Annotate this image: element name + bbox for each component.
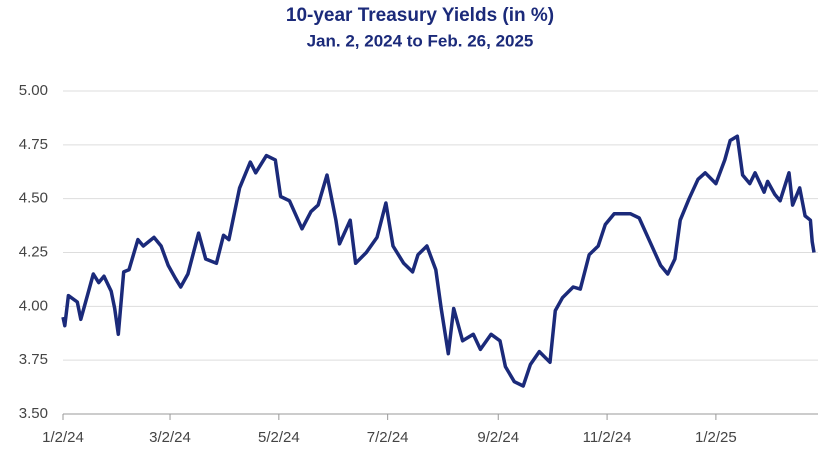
- y-tick-label: 4.75: [19, 136, 48, 153]
- y-tick-label: 4.00: [19, 297, 48, 314]
- y-tick-label: 5.00: [19, 82, 48, 99]
- y-tick-label: 3.50: [19, 405, 48, 422]
- chart-subtitle: Jan. 2, 2024 to Feb. 26, 2025: [307, 31, 534, 50]
- chart-title: 10-year Treasury Yields (in %): [286, 5, 554, 26]
- x-tick-label: 1/2/24: [42, 429, 84, 446]
- x-tick-label: 5/2/24: [258, 429, 300, 446]
- y-tick-label: 4.25: [19, 243, 48, 260]
- x-tick-label: 7/2/24: [367, 429, 409, 446]
- y-tick-label: 4.50: [19, 190, 48, 207]
- x-tick-label: 11/2/24: [583, 429, 632, 446]
- line-series: [61, 134, 816, 388]
- x-tick-label: 1/2/25: [695, 429, 737, 446]
- x-tick-label: 3/2/24: [149, 429, 191, 446]
- y-tick-label: 3.75: [19, 351, 48, 368]
- x-tick-label: 9/2/24: [477, 429, 519, 446]
